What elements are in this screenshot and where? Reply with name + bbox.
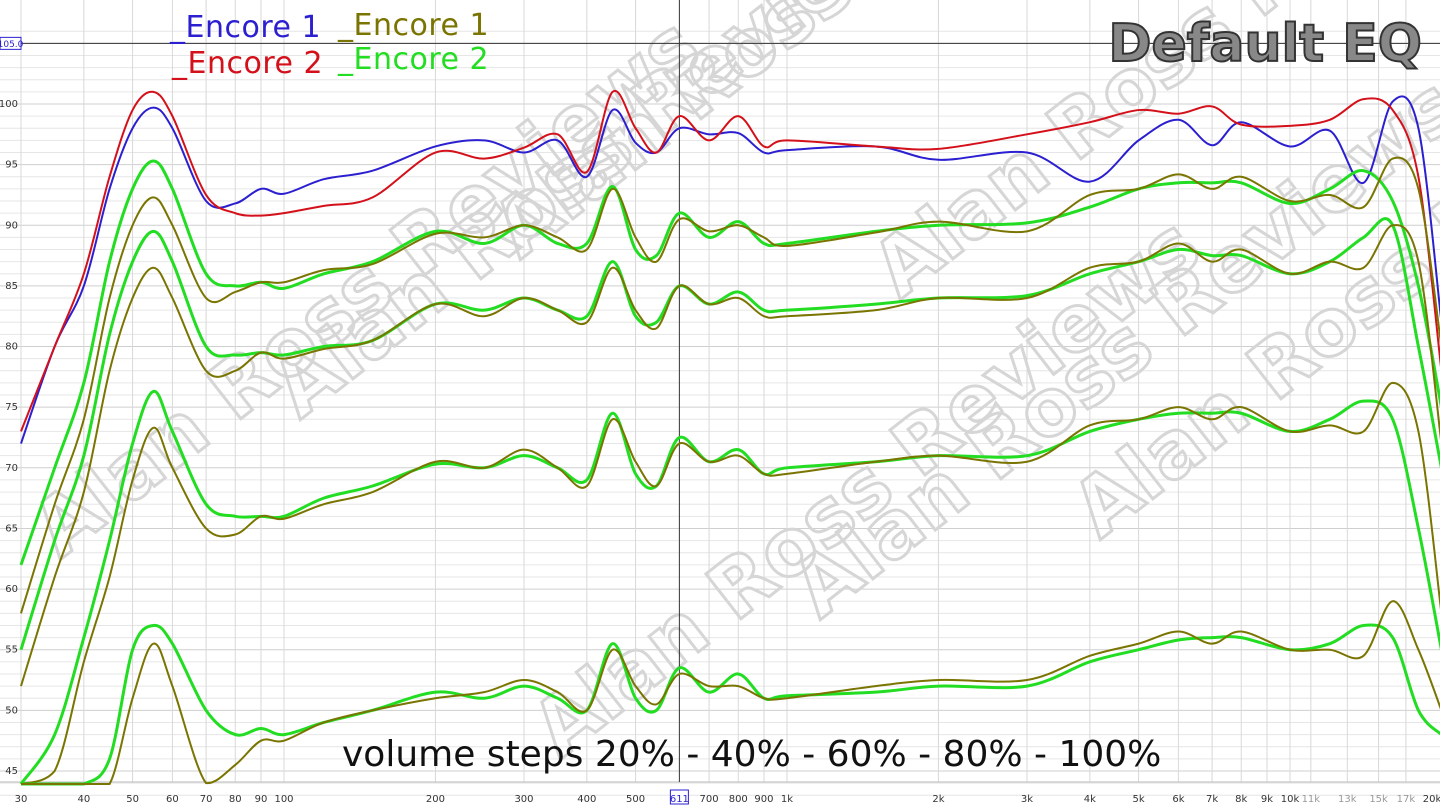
x-tick-label: 300 <box>514 794 533 805</box>
x-tick-label: 9k <box>1261 794 1273 805</box>
y-tick-label: 95 <box>5 160 18 171</box>
x-tick-label: 80 <box>229 794 242 805</box>
x-tick-label: 8k <box>1235 794 1247 805</box>
series-line-6 <box>19 389 1440 785</box>
y-tick-label: 50 <box>5 705 18 716</box>
legend-encore1-olive: _Encore 1 <box>338 8 490 43</box>
x-tick-label: 90 <box>255 794 268 805</box>
series-line-3 <box>20 156 1440 614</box>
chart-title: Default EQ <box>1107 13 1423 75</box>
x-tick-label: 700 <box>700 794 719 805</box>
x-tick-label: 1k <box>781 794 793 805</box>
x-tick-label: 13k <box>1338 794 1357 805</box>
x-tick-label: 17k <box>1397 794 1416 805</box>
x-tick-label: 40 <box>77 794 90 805</box>
y-tick-label: 70 <box>5 463 18 474</box>
x-tick-label: 7k <box>1206 794 1218 805</box>
y-tick-label: 90 <box>5 220 18 231</box>
y-cursor-label: 105.0 <box>0 40 24 50</box>
y-axis-ticks: 45 50 55 60 65 70 75 80 85 90 95 100 <box>0 99 18 777</box>
x-tick-label: 900 <box>754 794 773 805</box>
y-tick-label: 85 <box>5 281 18 292</box>
x-tick-label: 6k <box>1172 794 1184 805</box>
x-tick-label: 11k <box>1302 794 1321 805</box>
legend-encore2-green: _Encore 2 <box>338 42 490 77</box>
x-tick-label: 200 <box>426 794 445 805</box>
x-tick-label: 60 <box>166 794 179 805</box>
x-axis-ticks: 30 40 50 60 70 80 90 100 200 300 400 500 611 700 800 90… <box>15 789 1440 805</box>
x-tick-label: 400 <box>577 794 596 805</box>
x-tick-label: 4k <box>1084 794 1096 805</box>
series-line-2 <box>19 159 1440 566</box>
series-line-8 <box>20 623 1440 786</box>
x-cursor-badge <box>669 789 689 805</box>
x-tick-label: 611 <box>670 794 689 805</box>
x-tick-label: 50 <box>126 794 139 805</box>
y-tick-label: 80 <box>5 342 18 353</box>
y-tick-label: 45 <box>5 766 18 777</box>
y-tick-label: 60 <box>5 584 18 595</box>
x-tick-label: 10k <box>1281 794 1300 805</box>
series-line-0 <box>20 95 1440 444</box>
series-layer <box>19 89 1440 786</box>
x-tick-label: 800 <box>729 794 748 805</box>
series-line-1 <box>20 89 1440 432</box>
x-tick-label: 500 <box>626 794 645 805</box>
series-line-7 <box>20 381 1440 785</box>
x-tick-label: 20k <box>1423 794 1440 805</box>
x-tick-label: 15k <box>1369 794 1388 805</box>
series-line-5 <box>20 224 1440 687</box>
y-tick-label: 55 <box>5 645 18 656</box>
cursor-layer: 105.0 <box>0 0 1440 782</box>
series-line-9 <box>20 600 1440 785</box>
y-tick-label: 75 <box>5 402 18 413</box>
x-tick-label: 5k <box>1133 794 1145 805</box>
series-line-4 <box>19 217 1440 651</box>
x-tick-label: 100 <box>274 794 293 805</box>
x-tick-label: 70 <box>200 794 213 805</box>
x-tick-label: 30 <box>15 794 28 805</box>
y-cursor-badge <box>0 36 22 50</box>
chart-annotation: volume steps 20% - 40% - 60% - 80% - 100… <box>342 734 1162 775</box>
x-tick-label: 2k <box>932 794 944 805</box>
y-tick-label: 65 <box>5 523 18 534</box>
x-tick-label: 3k <box>1021 794 1033 805</box>
legend-encore1-blue: _Encore 1 <box>170 10 322 45</box>
y-tick-label: 100 <box>0 99 18 110</box>
legend-encore2-red: _Encore 2 <box>172 46 324 81</box>
